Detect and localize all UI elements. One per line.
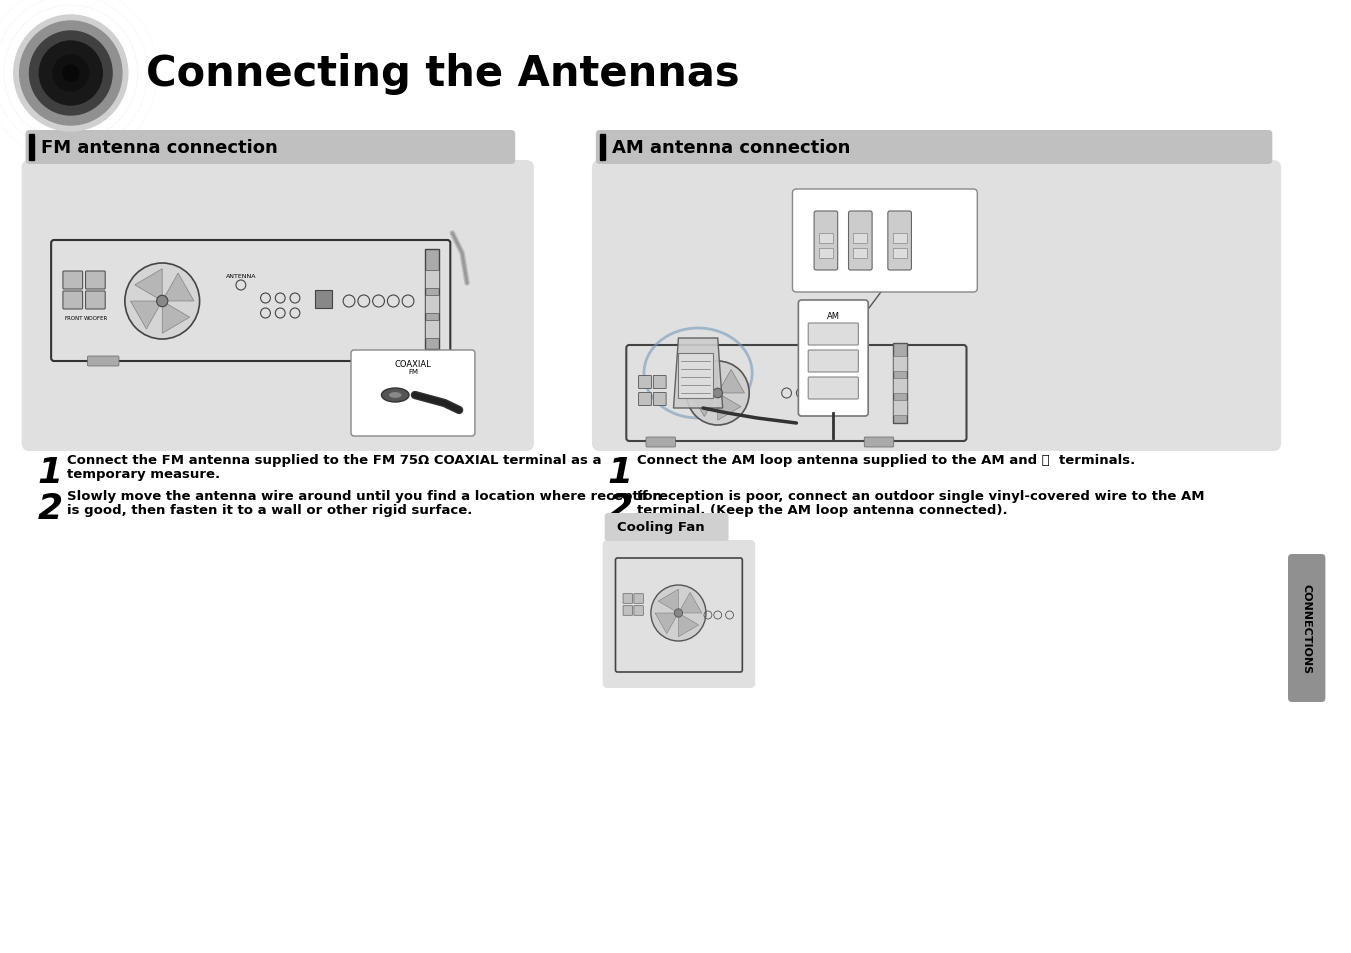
Circle shape [124,264,200,339]
FancyBboxPatch shape [63,272,82,290]
Circle shape [686,361,750,426]
FancyBboxPatch shape [63,292,82,310]
Bar [893,233,907,244]
Text: AM antenna connection: AM antenna connection [612,139,850,157]
Text: Slowly move the antenna wire around until you find a location where reception: Slowly move the antenna wire around unti… [66,490,662,502]
Bar [893,344,907,423]
Text: Connect the AM loop antenna supplied to the AM and ⒳  terminals.: Connect the AM loop antenna supplied to … [638,454,1135,467]
FancyBboxPatch shape [865,437,894,448]
FancyBboxPatch shape [592,161,1281,452]
Text: FM: FM [408,369,417,375]
Text: FRONT: FRONT [65,315,82,320]
Bar [600,135,605,161]
FancyBboxPatch shape [85,272,105,290]
Polygon shape [720,370,744,394]
Text: FM antenna connection: FM antenna connection [42,139,278,157]
Circle shape [674,609,682,618]
Polygon shape [658,590,678,612]
Bar [819,233,832,244]
FancyBboxPatch shape [596,131,1273,165]
Bar [30,135,34,161]
FancyBboxPatch shape [373,356,404,367]
FancyBboxPatch shape [623,594,632,603]
Polygon shape [690,394,716,417]
Text: 1: 1 [38,456,62,490]
Text: 2: 2 [38,492,62,525]
Bar [678,354,713,398]
Circle shape [30,32,112,116]
FancyBboxPatch shape [634,606,643,616]
Text: is good, then fasten it to a wall or other rigid surface.: is good, then fasten it to a wall or oth… [66,503,473,517]
Polygon shape [162,304,189,334]
Polygon shape [680,593,701,614]
Ellipse shape [381,389,409,402]
FancyBboxPatch shape [1288,555,1325,702]
FancyBboxPatch shape [654,376,666,389]
Text: CONNECTIONS: CONNECTIONS [1302,583,1312,674]
FancyBboxPatch shape [351,351,476,436]
Polygon shape [135,270,162,299]
FancyBboxPatch shape [808,351,858,373]
Bar [424,320,439,338]
Circle shape [20,22,122,126]
FancyBboxPatch shape [815,212,838,271]
Text: temporary measure.: temporary measure. [66,468,220,480]
Text: Connect the FM antenna supplied to the FM 75Ω COAXIAL terminal as a: Connect the FM antenna supplied to the F… [66,454,601,467]
FancyBboxPatch shape [85,292,105,310]
FancyBboxPatch shape [639,393,651,406]
FancyBboxPatch shape [808,324,858,346]
Polygon shape [678,615,698,638]
Circle shape [713,389,723,398]
Bar [893,356,907,372]
FancyBboxPatch shape [605,514,728,541]
Ellipse shape [388,392,403,399]
Bar [854,249,867,258]
Bar [854,233,867,244]
Polygon shape [674,338,723,409]
FancyBboxPatch shape [639,376,651,389]
Text: ANTENNA: ANTENNA [226,274,257,278]
Text: 2: 2 [608,492,632,525]
FancyBboxPatch shape [848,212,873,271]
Circle shape [39,42,103,106]
Bar [424,271,439,289]
Circle shape [14,16,128,132]
Bar [424,250,439,350]
FancyBboxPatch shape [634,594,643,603]
Text: AM: AM [827,312,840,320]
FancyBboxPatch shape [654,393,666,406]
Bar [893,378,907,394]
Text: 1: 1 [608,456,632,490]
FancyBboxPatch shape [808,377,858,399]
Text: Cooling Fan: Cooling Fan [617,521,705,534]
FancyBboxPatch shape [888,212,912,271]
Bar [315,291,332,309]
Bar [424,295,439,314]
Polygon shape [694,366,717,392]
Polygon shape [131,302,159,330]
Text: WOOFER: WOOFER [84,315,108,320]
Circle shape [157,296,168,308]
FancyBboxPatch shape [26,131,515,165]
FancyBboxPatch shape [603,540,755,688]
FancyBboxPatch shape [646,437,676,448]
Polygon shape [165,274,195,302]
Text: COAXIAL: COAXIAL [394,359,431,369]
FancyBboxPatch shape [88,356,119,367]
Polygon shape [717,395,740,421]
Bar [819,249,832,258]
Circle shape [53,56,88,91]
Text: If reception is poor, connect an outdoor single vinyl-covered wire to the AM: If reception is poor, connect an outdoor… [638,490,1205,502]
Circle shape [651,585,707,641]
FancyBboxPatch shape [623,606,632,616]
Polygon shape [655,614,677,634]
Circle shape [63,66,78,82]
FancyBboxPatch shape [793,190,977,293]
Text: terminal. (Keep the AM loop antenna connected).: terminal. (Keep the AM loop antenna conn… [638,503,1008,517]
Bar [893,249,907,258]
FancyBboxPatch shape [22,161,534,452]
FancyBboxPatch shape [798,301,869,416]
Text: Connecting the Antennas: Connecting the Antennas [146,53,739,95]
Bar [893,400,907,416]
